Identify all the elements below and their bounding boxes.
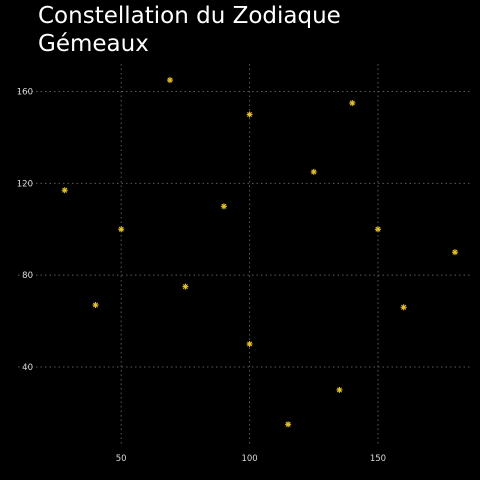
y-tick-label-80: 80 (22, 271, 33, 281)
data-point (285, 421, 292, 428)
grid-lines (18, 64, 470, 445)
x-tick-label-100: 100 (241, 454, 257, 464)
data-point (182, 283, 189, 290)
data-point (246, 111, 253, 118)
data-points (61, 77, 458, 428)
y-tick-label-120: 120 (17, 179, 33, 189)
x-tick-label-50: 50 (116, 454, 127, 464)
data-point (400, 304, 407, 311)
data-point (452, 249, 458, 256)
data-point (246, 341, 253, 348)
data-point (166, 77, 173, 84)
x-tick-label-150: 150 (370, 454, 386, 464)
data-point (374, 226, 381, 233)
data-point (118, 226, 125, 233)
data-point (349, 100, 356, 107)
x-axis-ticks: 50 100 150 (116, 454, 386, 464)
data-point (220, 203, 227, 210)
y-tick-label-160: 160 (17, 88, 33, 98)
data-point (310, 168, 317, 175)
y-axis-ticks: 40 80 120 160 (17, 88, 33, 373)
data-point (92, 301, 99, 308)
chart-title: Constellation du Zodiaque Gémeaux (38, 2, 458, 58)
chart-title-line-2: Gémeaux (38, 31, 149, 57)
y-tick-label-40: 40 (22, 363, 33, 373)
data-point (61, 187, 68, 194)
data-point (336, 386, 343, 393)
chart-title-line-1: Constellation du Zodiaque (38, 3, 341, 29)
